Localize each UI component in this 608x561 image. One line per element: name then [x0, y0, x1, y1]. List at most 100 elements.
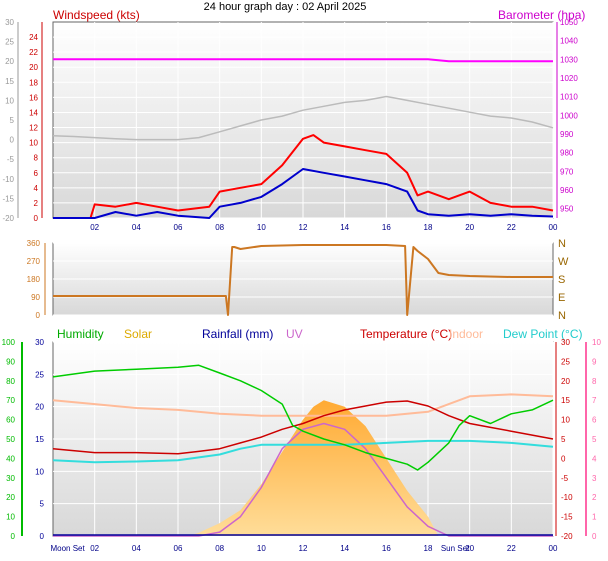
uv-tick: 8: [592, 377, 597, 386]
humidity-tick: 70: [6, 396, 15, 405]
dewpoint-label: Dew Point (°C): [503, 327, 582, 341]
temp-x-tick: Moon Set: [50, 544, 85, 553]
temperature-tick: -5: [561, 474, 569, 483]
wind-gust-line: [53, 134, 554, 219]
compass-tick: N: [558, 310, 566, 322]
barometer-tick: 970: [560, 167, 574, 176]
solar-tick: 5: [40, 500, 45, 509]
temp-x-tick: 06: [174, 544, 183, 553]
wind-x-tick: 10: [257, 223, 266, 232]
windspeed-tick: 0: [34, 214, 39, 223]
direction-tick: 360: [27, 239, 41, 248]
direction-tick: 180: [27, 275, 41, 284]
windspeed-tick: 2: [34, 199, 39, 208]
wind-average-line: [53, 168, 554, 219]
temp-x-tick: 14: [340, 544, 349, 553]
temperature-label: Temperature (°C): [360, 327, 452, 341]
solar-tick: 10: [35, 467, 44, 476]
barometer-tick: 1030: [560, 55, 578, 64]
temperature-tick: 5: [561, 435, 566, 444]
temp-outer-tick: 20: [5, 57, 14, 66]
barometer-tick: 1050: [560, 18, 578, 27]
windspeed-tick: 6: [34, 169, 39, 178]
uv-tick: 0: [592, 532, 597, 541]
solar-tick: 0: [40, 532, 45, 541]
direction-tick: 0: [36, 311, 41, 320]
humidity-tick: 20: [6, 493, 15, 502]
uv-tick: 3: [592, 474, 597, 483]
wind-x-tick: 00: [549, 223, 558, 232]
humidity-tick: 0: [11, 532, 16, 541]
indoor-label: Indoor: [449, 327, 483, 341]
temperature-tick: -20: [561, 532, 573, 541]
solar-tick: 25: [35, 370, 44, 379]
wind-x-tick: 04: [132, 223, 141, 232]
solar-label: Solar: [124, 327, 152, 341]
wind-x-tick: 12: [299, 223, 308, 232]
temperature-tick: 10: [561, 416, 570, 425]
uv-tick: 1: [592, 513, 597, 522]
barometer-tick: 950: [560, 205, 574, 214]
direction-tick: 90: [31, 293, 40, 302]
humidity-tick: 80: [6, 377, 15, 386]
wind-x-tick: 08: [215, 223, 224, 232]
windspeed-tick: 12: [29, 124, 38, 133]
humidity-tick: 50: [6, 435, 15, 444]
barometer-tick: 980: [560, 149, 574, 158]
wind-direction-line: [53, 244, 553, 316]
solar-area: [53, 400, 553, 536]
barometer-tick: 1000: [560, 111, 578, 120]
humidity-tick: 30: [6, 474, 15, 483]
temperature-tick: 30: [561, 338, 570, 347]
barometer-label: Barometer (hpa): [498, 8, 585, 22]
uv-tick: 6: [592, 416, 597, 425]
barometer-tick: 1020: [560, 74, 578, 83]
windspeed-tick: 20: [29, 63, 38, 72]
temp-x-tick: 20: [465, 544, 474, 553]
windspeed-tick: 4: [34, 184, 39, 193]
windspeed-tick: 16: [29, 93, 38, 102]
uv-tick: 2: [592, 493, 597, 502]
temperature-tick: -10: [561, 493, 573, 502]
chart-title: 24 hour graph day : 02 April 2025: [204, 1, 367, 13]
temp-outer-tick: 10: [5, 96, 14, 105]
temperature-tick: 15: [561, 396, 570, 405]
temperature-tick: 20: [561, 377, 570, 386]
windspeed-tick: 22: [29, 48, 38, 57]
humidity-tick: 60: [6, 416, 15, 425]
windspeed-tick: 18: [29, 78, 38, 87]
temp-outer-tick: -5: [7, 155, 15, 164]
solar-tick: 20: [35, 403, 44, 412]
wind-x-tick: 22: [507, 223, 516, 232]
wind-x-tick: 18: [424, 223, 433, 232]
temp-x-tick: 00: [549, 544, 558, 553]
barometer-tick: 960: [560, 186, 574, 195]
barometer-line: [53, 58, 553, 63]
compass-tick: N: [558, 238, 566, 250]
rainfall-label: Rainfall (mm): [202, 327, 273, 341]
humidity-line: [52, 364, 554, 471]
wind-x-tick: 16: [382, 223, 391, 232]
temp-outer-tick: 25: [5, 38, 14, 47]
temp-outer-tick: 5: [10, 116, 15, 125]
windspeed-tick: 8: [34, 154, 39, 163]
barometer-tick: 1010: [560, 93, 578, 102]
wind-x-tick: 14: [340, 223, 349, 232]
dewpoint-line: [52, 439, 554, 464]
temp-x-tick: Sun Set: [441, 544, 470, 553]
solar-tick: 15: [35, 435, 44, 444]
outer-temp-line: [52, 95, 554, 141]
windspeed-label: Windspeed (kts): [53, 8, 140, 22]
indoor-temp-line: [52, 393, 554, 417]
windspeed-tick: 24: [29, 33, 38, 42]
barometer-tick: 1040: [560, 37, 578, 46]
temp-x-tick: 12: [299, 544, 308, 553]
temp-x-tick: 10: [257, 544, 266, 553]
uv-tick: 5: [592, 435, 597, 444]
wind-x-tick: 06: [174, 223, 183, 232]
humidity-label: Humidity: [57, 327, 104, 341]
uv-line: [53, 422, 553, 537]
compass-tick: W: [558, 256, 569, 268]
temp-outer-tick: 15: [5, 77, 14, 86]
